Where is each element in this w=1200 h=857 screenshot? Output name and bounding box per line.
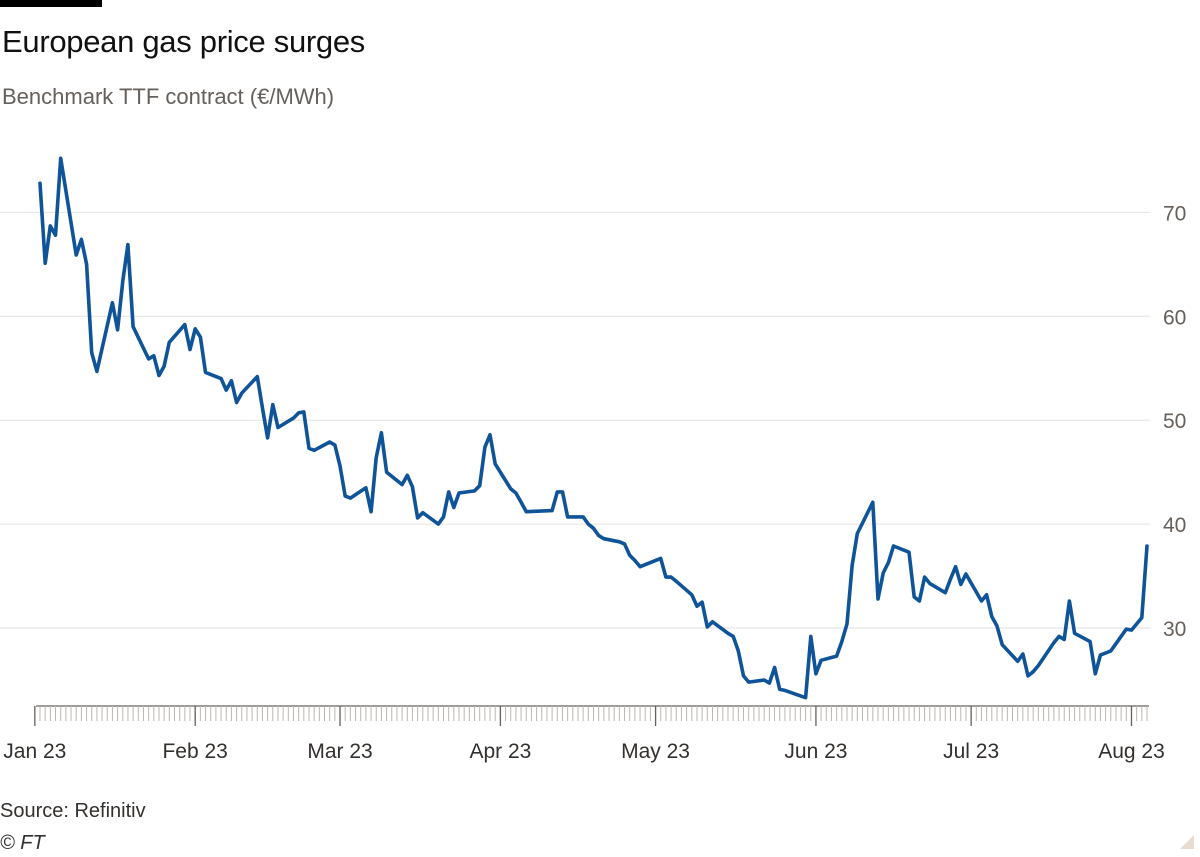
y-tick-label-60: 60 [1163, 306, 1186, 329]
gridlines [0, 211, 1150, 629]
x-axis-tick-labels: Jan 23 Feb 23 Mar 23 Apr 23 May 23 Jun 23 Jul … [3, 740, 1164, 763]
series-line-ttf [38, 156, 1149, 700]
resize-corner-icon [1180, 835, 1194, 849]
y-tick-label-30: 30 [1163, 618, 1186, 641]
x-tick-label-2: Mar 23 [307, 740, 372, 763]
x-tick-label-5: Jun 23 [784, 740, 847, 763]
x-tick-label-1: Feb 23 [162, 740, 227, 763]
source-note: Source: Refinitiv [0, 800, 146, 822]
y-axis-tick-labels: 30 40 50 60 70 [1163, 202, 1186, 641]
x-tick-label-6: Jul 23 [943, 740, 999, 763]
chart-title: European gas price surges [2, 24, 366, 59]
chart-subtitle: Benchmark TTF contract (€/MWh) [2, 84, 335, 109]
x-tick-label-4: May 23 [621, 740, 690, 763]
y-tick-label-40: 40 [1163, 514, 1186, 537]
x-tick-label-0: Jan 23 [3, 740, 66, 763]
x-tick-label-3: Apr 23 [469, 740, 531, 763]
brand-bar [0, 0, 102, 7]
copyright-note: © FT [0, 832, 45, 854]
y-tick-label-50: 50 [1163, 410, 1186, 433]
y-tick-label-70: 70 [1163, 202, 1186, 225]
x-axis [34, 705, 1149, 726]
series-lines [38, 156, 1149, 700]
x-tick-label-7: Aug 23 [1098, 740, 1165, 763]
